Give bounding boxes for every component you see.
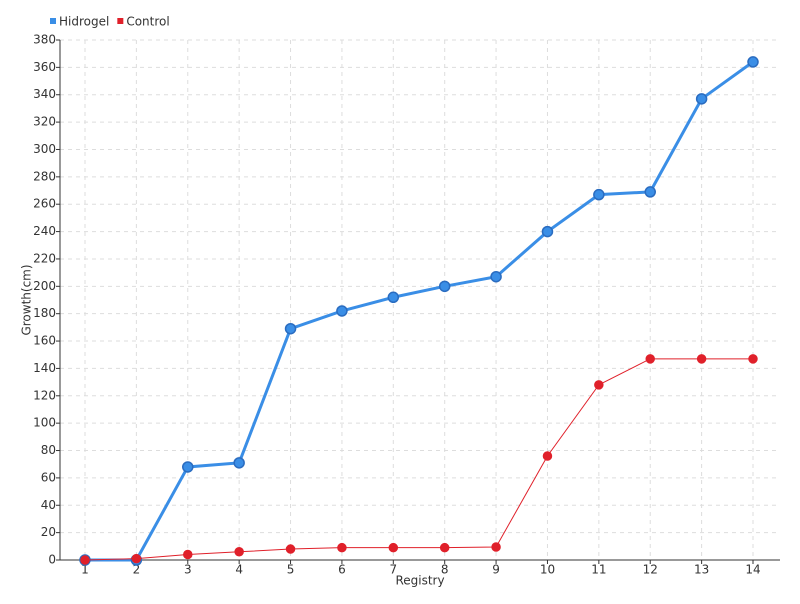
x-tick-label: 14 bbox=[745, 563, 760, 577]
data-point bbox=[747, 56, 759, 68]
data-point bbox=[542, 451, 553, 461]
x-tick-label: 10 bbox=[540, 563, 555, 577]
data-point bbox=[284, 322, 297, 335]
data-point bbox=[234, 547, 244, 557]
data-point bbox=[80, 555, 90, 565]
x-tick-label: 9 bbox=[492, 563, 500, 577]
y-tick-label: 340 bbox=[33, 87, 56, 101]
data-point bbox=[748, 354, 758, 364]
y-tick-label: 260 bbox=[33, 197, 56, 211]
y-tick-label: 220 bbox=[33, 251, 56, 265]
y-tick-label: 40 bbox=[41, 498, 56, 512]
y-tick-label: 180 bbox=[33, 306, 56, 320]
legend-swatch bbox=[50, 18, 56, 24]
y-tick-label: 100 bbox=[33, 416, 56, 430]
x-tick-label: 1 bbox=[81, 563, 89, 577]
data-point bbox=[490, 270, 502, 283]
data-point bbox=[183, 549, 193, 560]
y-tick-label: 360 bbox=[33, 60, 56, 74]
data-point bbox=[388, 542, 399, 553]
data-point bbox=[233, 457, 245, 469]
data-point bbox=[645, 354, 655, 364]
data-point bbox=[285, 544, 296, 554]
x-tick-label: 12 bbox=[643, 563, 658, 577]
legend-label: Hidrogel bbox=[59, 15, 109, 29]
data-point bbox=[594, 380, 604, 390]
data-point bbox=[337, 542, 347, 553]
data-point bbox=[387, 291, 400, 304]
x-tick-label: 5 bbox=[287, 563, 295, 577]
y-tick-label: 160 bbox=[33, 334, 56, 348]
y-tick-label: 80 bbox=[41, 443, 56, 457]
y-tick-label: 200 bbox=[33, 279, 56, 293]
y-tick-label: 280 bbox=[33, 169, 56, 183]
x-tick-label: 8 bbox=[441, 563, 449, 577]
legend-swatch bbox=[117, 18, 124, 24]
y-tick-label: 320 bbox=[33, 115, 56, 129]
x-tick-label: 6 bbox=[338, 563, 346, 577]
data-point bbox=[593, 188, 605, 201]
data-point bbox=[541, 225, 554, 238]
y-tick-label: 60 bbox=[41, 470, 56, 484]
series-line bbox=[85, 60, 754, 562]
data-point bbox=[644, 186, 656, 198]
x-axis-label: Registry bbox=[395, 574, 444, 588]
y-tick-label: 380 bbox=[33, 33, 56, 47]
x-tick-label: 11 bbox=[591, 563, 606, 577]
x-tick-label: 2 bbox=[133, 563, 141, 577]
x-tick-label: 4 bbox=[235, 563, 243, 577]
legend-label: Control bbox=[126, 15, 169, 29]
data-point bbox=[439, 542, 450, 553]
y-tick-label: 0 bbox=[48, 553, 56, 567]
x-tick-label: 7 bbox=[389, 563, 397, 577]
data-point bbox=[438, 280, 451, 293]
x-tick-label: 3 bbox=[184, 563, 192, 577]
y-tick-label: 140 bbox=[33, 361, 56, 375]
data-point bbox=[336, 305, 348, 317]
y-axis-label: Growth(cm) bbox=[20, 264, 34, 335]
x-tick-label: 13 bbox=[694, 563, 709, 577]
data-point bbox=[696, 354, 707, 364]
data-point bbox=[182, 461, 194, 473]
series-line bbox=[84, 358, 753, 561]
data-point bbox=[695, 93, 708, 105]
data-point bbox=[131, 553, 142, 564]
y-tick-label: 300 bbox=[33, 142, 56, 156]
data-point bbox=[491, 542, 501, 552]
y-tick-label: 120 bbox=[33, 388, 56, 402]
y-tick-label: 20 bbox=[41, 525, 56, 539]
y-tick-label: 240 bbox=[33, 224, 56, 238]
